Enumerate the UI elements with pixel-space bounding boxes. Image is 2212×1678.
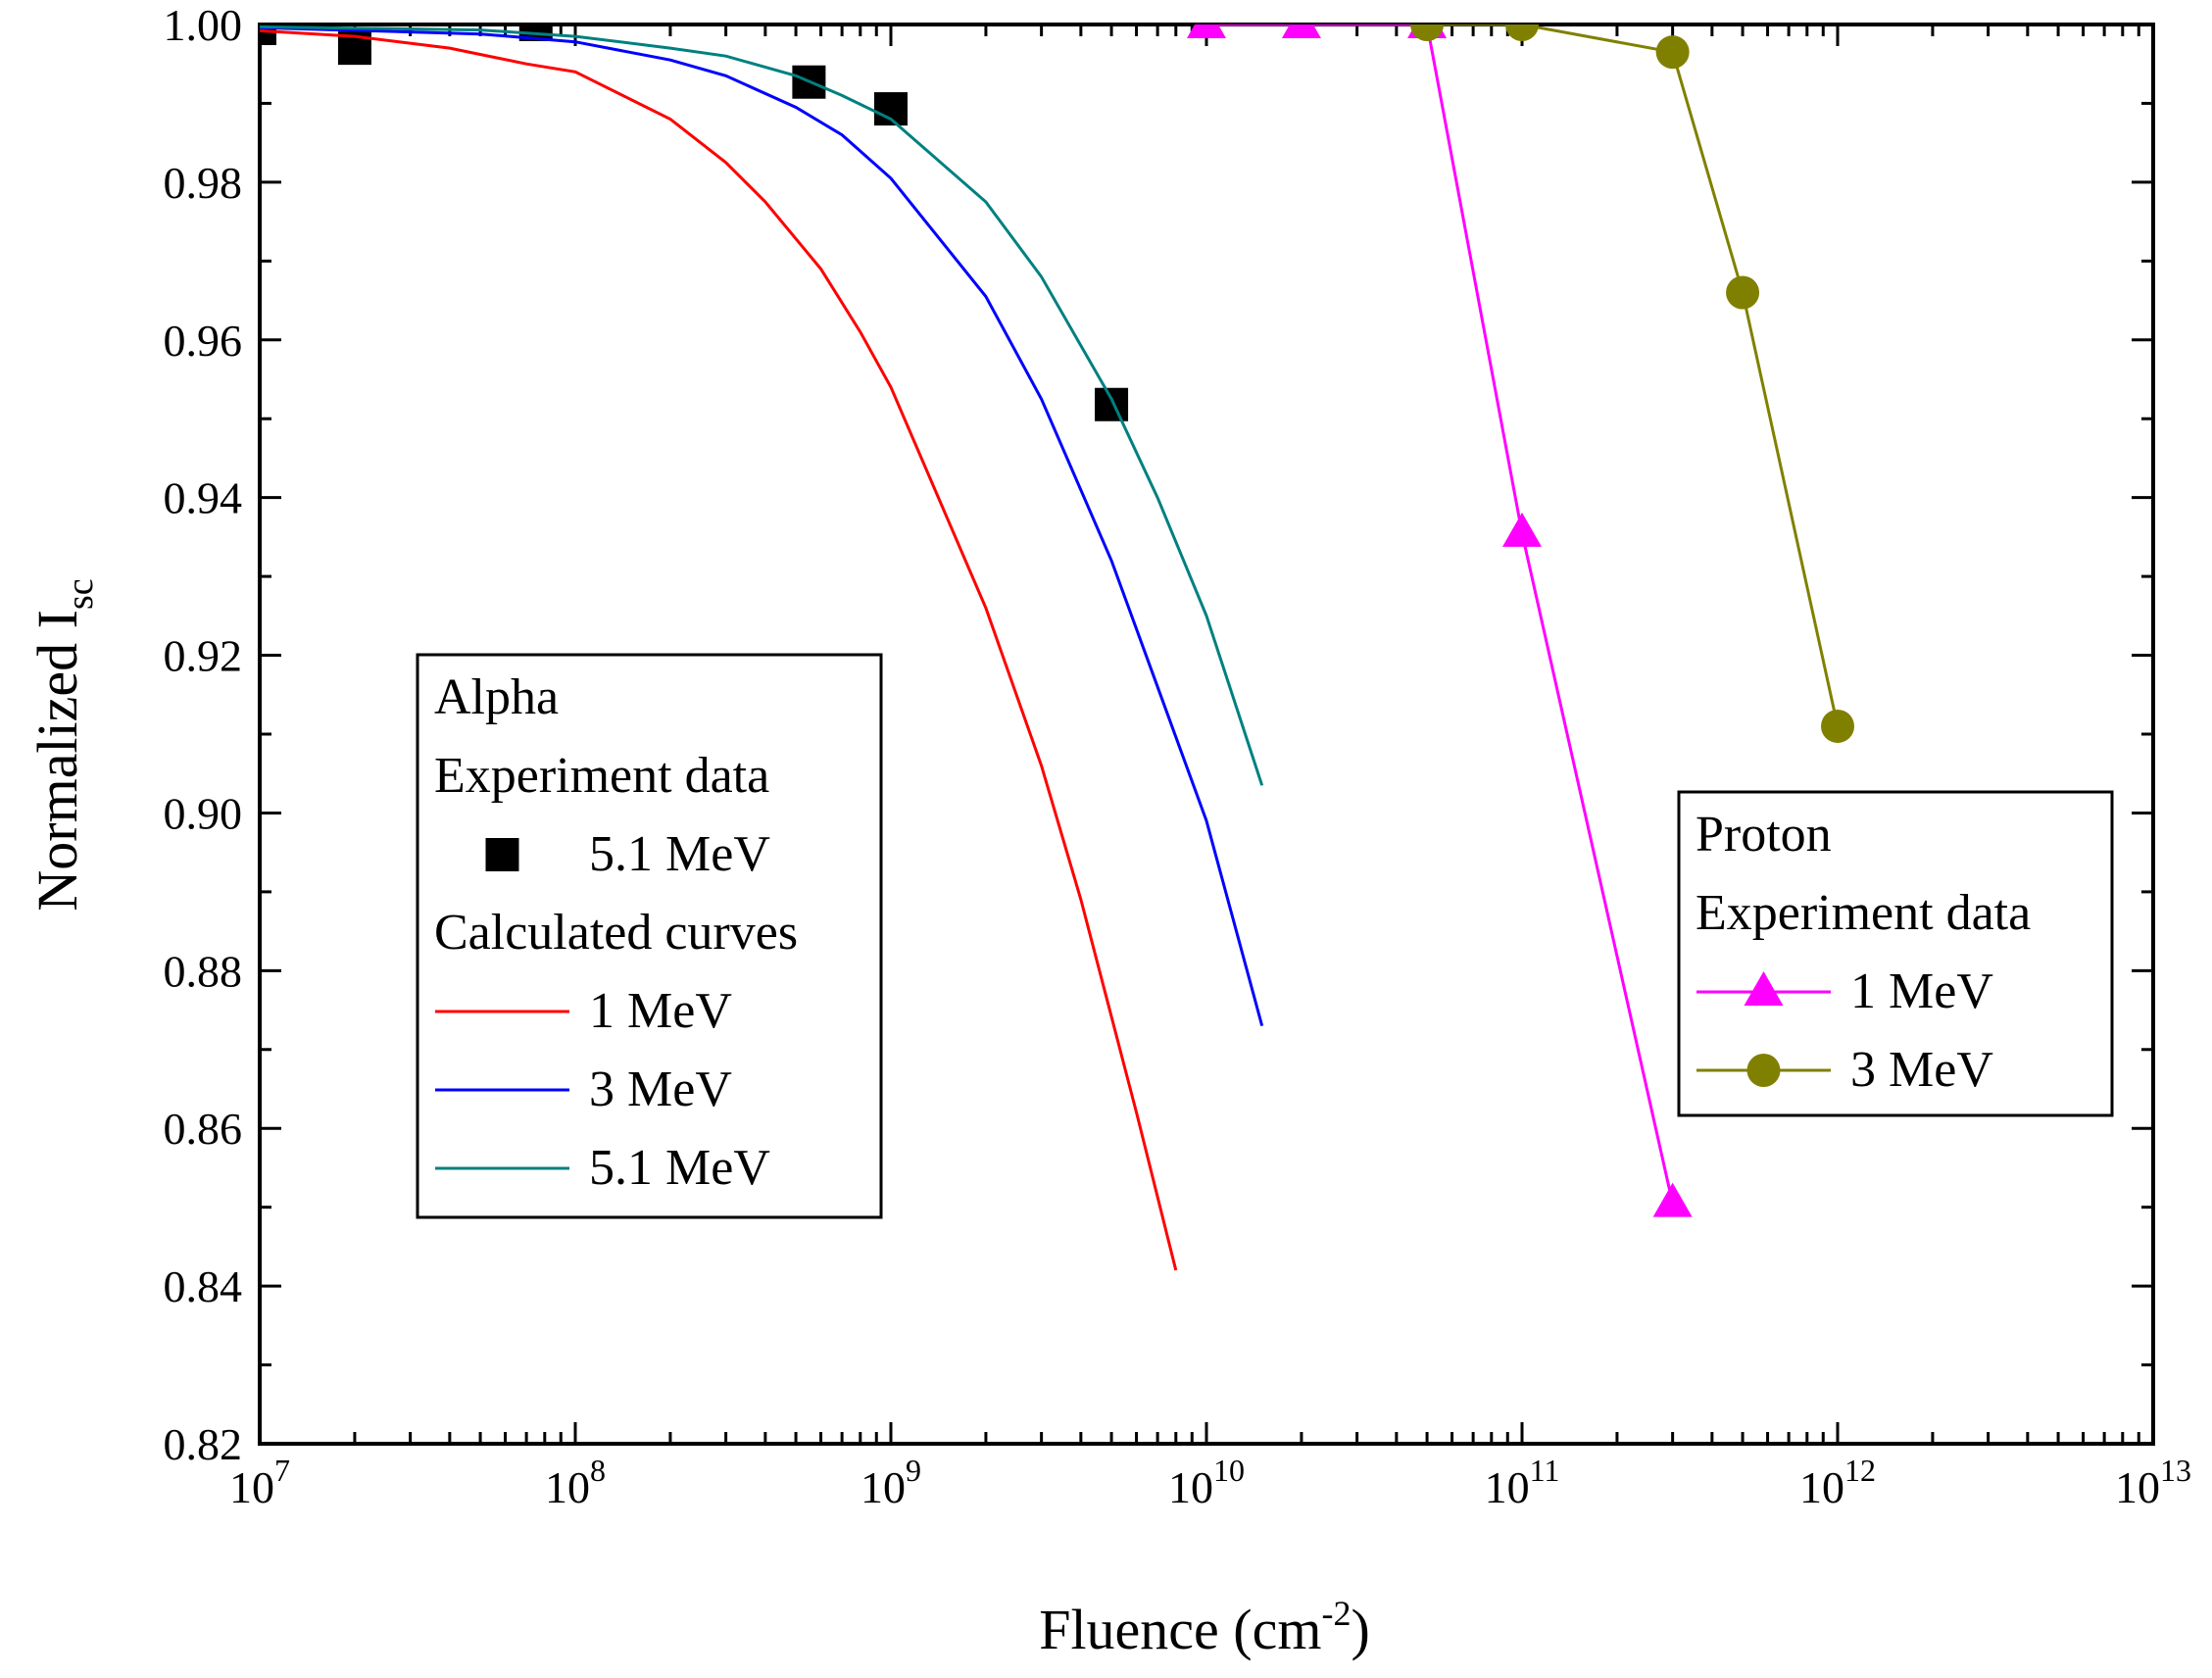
- legend-alpha: Alpha Experiment data 5.1 MeV Calculated cu…: [416, 653, 883, 1219]
- series-2: [260, 25, 1264, 1026]
- legend-label: 1 MeV: [589, 983, 732, 1039]
- y-tick-label: 0.98: [164, 158, 243, 208]
- x-tick-label: 1011: [1485, 1453, 1560, 1512]
- data-point: [1821, 709, 1854, 743]
- series-line: [260, 25, 1264, 1026]
- y-tick-label: 0.88: [164, 946, 243, 996]
- legend-label: 3 MeV: [589, 1061, 732, 1117]
- axes: 0.82 0.84 0.86 0.88 0.90 0.92 0.94 0.96 0.98 1.00…: [164, 0, 2192, 1512]
- legend-proton: Proton Experiment data 1 MeV 3 MeV: [1677, 790, 2114, 1117]
- legend-box: [416, 653, 883, 1219]
- x-tick-label: 1012: [1799, 1453, 1876, 1512]
- data-point: [1502, 512, 1542, 547]
- legend-heading: Proton: [1696, 807, 1832, 863]
- legend-label: 1 MeV: [1850, 963, 1993, 1019]
- y-tick-label: 0.96: [164, 316, 243, 366]
- series-line: [260, 25, 1264, 786]
- y-tick-label: 0.94: [164, 473, 243, 523]
- y-tick-label: 0.82: [164, 1419, 243, 1469]
- legend-label: 5.1 MeV: [589, 826, 770, 882]
- plot-area: [260, 25, 1854, 1271]
- legends: Alpha Experiment data 5.1 MeV Calculated cu…: [416, 653, 2114, 1219]
- x-tick-label: 1013: [2115, 1453, 2191, 1512]
- legend-heading: Calculated curves: [434, 905, 798, 961]
- legend-label: 5.1 MeV: [589, 1140, 770, 1196]
- legend-marker: [1744, 971, 1784, 1006]
- data-point: [1410, 25, 1445, 41]
- axis-titles: Fluence (cm-2) Normalized Isc: [25, 578, 1370, 1661]
- legend-marker: [485, 838, 519, 871]
- x-tick-label: 1010: [1168, 1453, 1245, 1512]
- legend-heading: Experiment data: [1696, 885, 2031, 941]
- series-line: [1427, 25, 1840, 727]
- y-tick-label: 1.00: [164, 0, 243, 50]
- legend-marker: [1746, 1054, 1781, 1087]
- data-point: [1726, 275, 1760, 310]
- series-4: [1187, 25, 1693, 1217]
- series-line: [1206, 25, 1675, 1204]
- series-5: [1410, 25, 1854, 743]
- data-point: [1505, 25, 1539, 41]
- y-axis-title: Normalized Isc: [25, 578, 101, 911]
- plot-clip-group: [260, 25, 1854, 1271]
- data-point: [1281, 25, 1321, 38]
- y-tick-label: 0.84: [164, 1261, 243, 1311]
- x-tick-label: 109: [860, 1453, 921, 1512]
- legend-heading: Alpha: [434, 669, 559, 725]
- y-tick-label: 0.90: [164, 788, 243, 838]
- series-3: [260, 25, 1264, 786]
- data-point: [1095, 387, 1129, 421]
- x-tick-label: 108: [545, 1453, 606, 1512]
- x-tick-label: 107: [229, 1453, 290, 1512]
- y-tick-label: 0.86: [164, 1104, 243, 1154]
- x-axis-title: Fluence (cm-2): [1039, 1594, 1370, 1661]
- series-1: [260, 28, 1178, 1271]
- legend-heading: Experiment data: [434, 748, 769, 804]
- data-point: [1187, 25, 1226, 38]
- data-point: [1652, 1182, 1693, 1217]
- data-point: [1655, 35, 1690, 70]
- y-tick-label: 0.92: [164, 631, 243, 681]
- series-line: [260, 28, 1178, 1271]
- legend-label: 3 MeV: [1850, 1042, 1993, 1098]
